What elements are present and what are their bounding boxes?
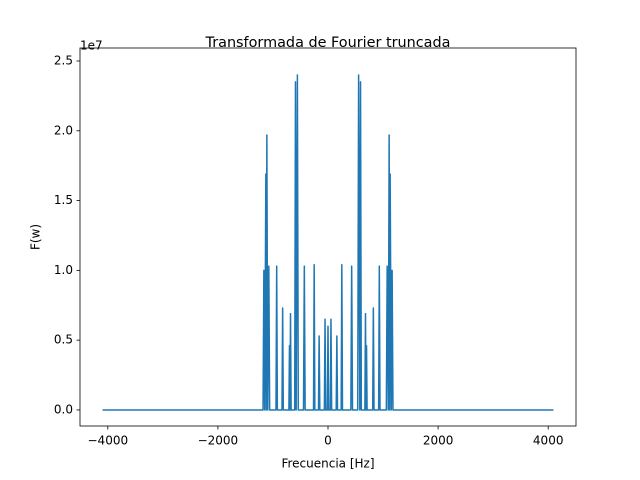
y-tick-label: 2.0	[54, 123, 73, 137]
y-offset-label: 1e7	[80, 39, 103, 53]
x-tick-label: −4000	[88, 434, 129, 448]
x-tick-label: 2000	[423, 434, 454, 448]
x-tick-label: 4000	[533, 434, 564, 448]
y-axis-label: F(w)	[29, 224, 43, 250]
x-tick-label: −2000	[198, 434, 239, 448]
x-tick-label: 0	[324, 434, 332, 448]
y-tick-label: 0.5	[54, 333, 73, 347]
y-tick-label: 2.5	[54, 53, 73, 67]
chart-title: Transformada de Fourier truncada	[205, 35, 451, 51]
y-tick-label: 1.0	[54, 263, 73, 277]
y-tick-label: 0.0	[54, 402, 73, 416]
axes-frame	[79, 47, 577, 427]
y-tick-label: 1.5	[54, 193, 73, 207]
data-line	[102, 74, 554, 411]
x-axis-label: Frecuencia [Hz]	[281, 457, 374, 471]
